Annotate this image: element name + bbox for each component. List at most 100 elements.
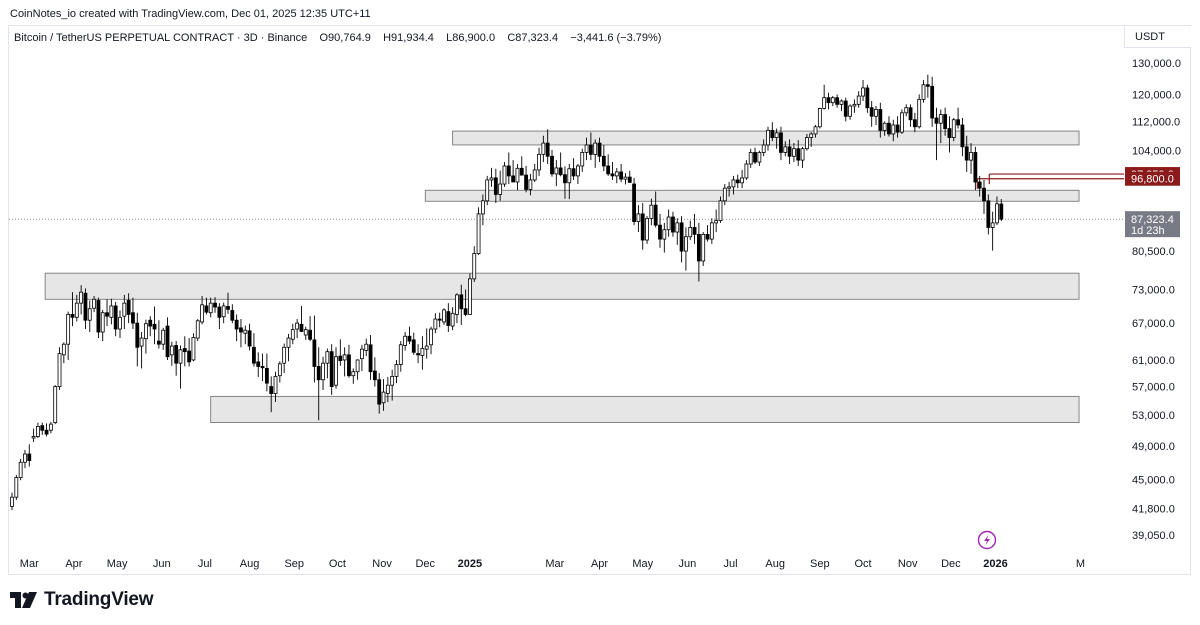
candle[interactable] xyxy=(701,232,706,266)
candle[interactable] xyxy=(506,152,511,185)
candle[interactable] xyxy=(109,298,114,325)
candle[interactable] xyxy=(282,343,287,374)
candle[interactable] xyxy=(822,84,827,110)
candle[interactable] xyxy=(753,147,757,165)
candle[interactable] xyxy=(450,307,455,331)
candle[interactable] xyxy=(182,336,187,367)
candle[interactable] xyxy=(649,198,654,226)
price-tag[interactable] xyxy=(1125,171,1180,186)
candle[interactable] xyxy=(455,293,459,324)
candle[interactable] xyxy=(360,344,364,372)
candle[interactable] xyxy=(191,333,196,362)
candle[interactable] xyxy=(234,314,239,342)
candle[interactable] xyxy=(722,184,727,206)
candle[interactable] xyxy=(524,165,528,193)
candle[interactable] xyxy=(264,353,269,392)
candle[interactable] xyxy=(990,211,995,251)
candle[interactable] xyxy=(325,348,330,379)
candle[interactable] xyxy=(208,297,213,318)
candle[interactable] xyxy=(900,109,904,134)
candle[interactable] xyxy=(429,326,433,355)
candle[interactable] xyxy=(636,205,641,233)
candle[interactable] xyxy=(213,297,217,313)
candle[interactable] xyxy=(852,99,857,113)
candle[interactable] xyxy=(826,92,831,110)
candle[interactable] xyxy=(105,299,109,327)
candle[interactable] xyxy=(368,335,373,380)
candle[interactable] xyxy=(165,317,170,360)
candle[interactable] xyxy=(757,150,762,166)
candle[interactable] xyxy=(381,379,386,411)
candle[interactable] xyxy=(684,227,688,271)
candle[interactable] xyxy=(252,333,256,367)
candle[interactable] xyxy=(498,170,503,201)
candle[interactable] xyxy=(40,422,45,435)
candle[interactable] xyxy=(766,126,770,151)
candle[interactable] xyxy=(951,118,956,142)
candle[interactable] xyxy=(908,104,913,127)
candle[interactable] xyxy=(334,347,338,389)
candle[interactable] xyxy=(260,353,265,382)
candle[interactable] xyxy=(917,94,922,129)
candle[interactable] xyxy=(597,137,602,163)
candle[interactable] xyxy=(912,112,917,133)
candle[interactable] xyxy=(882,121,887,136)
candle[interactable] xyxy=(57,347,62,391)
candle[interactable] xyxy=(947,116,952,153)
candle[interactable] xyxy=(83,288,88,330)
candle[interactable] xyxy=(390,369,395,401)
candle[interactable] xyxy=(588,132,593,161)
candle[interactable] xyxy=(135,312,140,367)
candle[interactable] xyxy=(960,118,965,157)
candle[interactable] xyxy=(347,344,351,378)
candle[interactable] xyxy=(269,376,274,413)
candle[interactable] xyxy=(338,339,343,366)
candle[interactable] xyxy=(580,148,585,172)
candle[interactable] xyxy=(174,341,179,376)
candle[interactable] xyxy=(705,225,710,242)
candle[interactable] xyxy=(614,167,619,184)
candle[interactable] xyxy=(558,152,563,177)
candle[interactable] xyxy=(122,294,127,330)
candle[interactable] xyxy=(286,333,291,362)
candle[interactable] xyxy=(662,222,667,253)
chart-pane[interactable] xyxy=(8,25,1191,575)
candle[interactable] xyxy=(973,146,978,191)
candle[interactable] xyxy=(874,106,878,126)
candle[interactable] xyxy=(295,319,300,339)
candle[interactable] xyxy=(70,292,75,327)
candle[interactable] xyxy=(718,196,723,223)
candle[interactable] xyxy=(195,319,200,342)
candle[interactable] xyxy=(809,132,814,147)
candle[interactable] xyxy=(601,144,606,172)
candle[interactable] xyxy=(403,332,408,351)
candle[interactable] xyxy=(671,211,675,237)
candle[interactable] xyxy=(800,146,805,168)
candle[interactable] xyxy=(740,169,744,189)
candle[interactable] xyxy=(995,196,999,226)
candle[interactable] xyxy=(567,164,572,200)
candle[interactable] xyxy=(839,99,844,112)
candle[interactable] xyxy=(273,371,278,403)
candle[interactable] xyxy=(692,213,697,244)
last-price-tag[interactable] xyxy=(1125,211,1180,238)
candle[interactable] xyxy=(10,492,14,511)
candle[interactable] xyxy=(804,133,809,151)
candle[interactable] xyxy=(606,154,611,176)
candle[interactable] xyxy=(148,316,153,337)
candle[interactable] xyxy=(31,428,36,442)
candle[interactable] xyxy=(463,289,468,317)
candle[interactable] xyxy=(735,174,740,189)
candle[interactable] xyxy=(364,338,369,357)
candle[interactable] xyxy=(433,313,438,334)
candle[interactable] xyxy=(563,166,567,199)
price-zone[interactable] xyxy=(452,130,1080,146)
candle[interactable] xyxy=(627,170,632,183)
candle[interactable] xyxy=(554,160,559,187)
candle[interactable] xyxy=(748,148,753,168)
candle[interactable] xyxy=(385,377,390,403)
candle[interactable] xyxy=(528,173,533,196)
candle[interactable] xyxy=(861,79,865,102)
candle[interactable] xyxy=(761,139,766,157)
candle[interactable] xyxy=(943,107,948,136)
